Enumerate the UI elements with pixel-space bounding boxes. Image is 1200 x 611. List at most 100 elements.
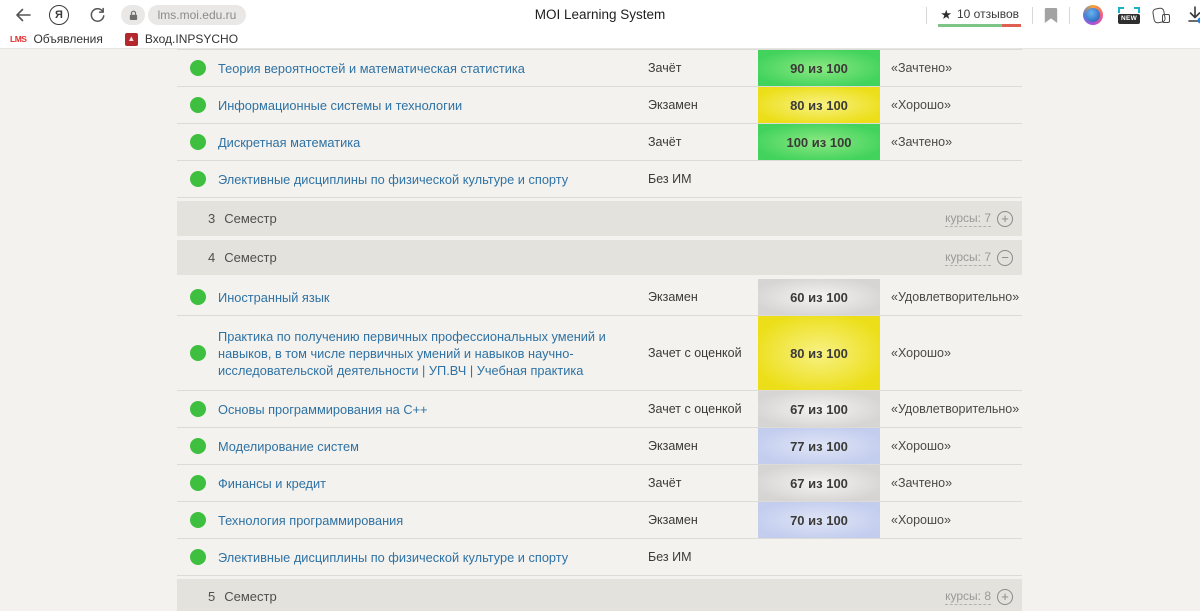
course-link[interactable]: Теория вероятностей и математическая ста… (218, 60, 525, 76)
course-link[interactable]: Дискретная математика (218, 134, 361, 150)
assessment-type: Зачёт (648, 61, 682, 75)
semester-number: 5 (208, 589, 216, 604)
extension-browser-icon[interactable] (1083, 5, 1103, 25)
bookmark-icon[interactable] (1044, 7, 1058, 24)
courses-count-link[interactable]: курсы: 8 (945, 588, 991, 605)
score-box: 100 из 100 (758, 124, 880, 160)
yandex-logo-icon[interactable]: Я (49, 5, 69, 25)
semester-toggle-icon[interactable]: + (997, 588, 1013, 605)
collections-icon[interactable] (1151, 6, 1170, 24)
status-dot-cell (177, 289, 218, 305)
grade-text: «Хорошо» (891, 439, 951, 453)
bookmarks-bar: LMS Объявления ▲ Вход.INPSYCHO (0, 30, 1200, 49)
score-box: 70 из 100 (758, 502, 880, 538)
downloads-icon[interactable] (1186, 5, 1200, 25)
score-box: 77 из 100 (758, 428, 880, 464)
grade-text: «Зачтено» (891, 476, 953, 490)
assessment-type: Экзамен (648, 290, 698, 304)
table-row: Практика по получению первичных професси… (177, 316, 1022, 391)
table-row: Иностранный язык Экзамен 60 из 100 «Удов… (177, 279, 1022, 316)
course-link[interactable]: Моделирование систем (218, 438, 359, 454)
semester-label: Семестр (224, 589, 277, 604)
semester-label: Семестр (224, 250, 277, 265)
grade-text: «Зачтено» (891, 61, 953, 75)
new-badge: NEW (1118, 13, 1140, 24)
screenshot-new-icon[interactable]: NEW (1118, 6, 1140, 24)
course-status-dot (190, 438, 206, 454)
status-dot-cell (177, 345, 218, 361)
score-box: 80 из 100 (758, 87, 880, 123)
courses-count-link[interactable]: курсы: 7 (945, 249, 991, 266)
course-link[interactable]: Иностранный язык (218, 289, 330, 305)
table-row: Элективные дисциплины по физической куль… (177, 539, 1022, 576)
status-dot-cell (177, 512, 218, 528)
course-status-dot (190, 171, 206, 187)
grade-text: «Удовлетворительно» (891, 290, 1020, 304)
semester-header-row: 3 Семестр курсы: 7 + (177, 201, 1022, 236)
page-content: Теория вероятностей и математическая ста… (0, 49, 1200, 611)
semester-toggle-icon[interactable]: + (997, 210, 1013, 227)
ssl-lock-icon[interactable] (121, 5, 145, 25)
score-box: 80 из 100 (758, 316, 880, 390)
table-row: Финансы и кредит Зачёт 67 из 100 «Зачтен… (177, 465, 1022, 502)
table-row: Дискретная математика Зачёт 100 из 100 «… (177, 124, 1022, 161)
grade-text: «Удовлетворительно» (891, 402, 1020, 416)
grades-table: Теория вероятностей и математическая ста… (177, 49, 1022, 611)
course-link[interactable]: Информационные системы и технологии (218, 97, 463, 113)
course-link[interactable]: Технология программирования (218, 512, 404, 528)
score-box (758, 161, 880, 197)
semester-label: Семестр (224, 211, 277, 226)
star-icon: ★ (940, 6, 952, 22)
table-row: Элективные дисциплины по физической куль… (177, 161, 1022, 198)
divider (1032, 6, 1033, 24)
status-dot-cell (177, 97, 218, 113)
status-dot-cell (177, 171, 218, 187)
assessment-type: Экзамен (648, 439, 698, 453)
site-reviews-button[interactable]: ★ 10 отзывов (938, 5, 1021, 29)
course-link[interactable]: Практика по получению первичных професси… (218, 328, 606, 378)
refresh-button[interactable] (86, 4, 108, 26)
assessment-type: Без ИМ (648, 172, 692, 186)
status-dot-cell (177, 134, 218, 150)
semester-number: 4 (208, 250, 216, 265)
status-dot-cell (177, 438, 218, 454)
semester-toggle-icon[interactable]: − (997, 249, 1013, 266)
table-row: Моделирование систем Экзамен 77 из 100 «… (177, 428, 1022, 465)
semester-number: 3 (208, 211, 216, 226)
inpsycho-favicon: ▲ (124, 32, 138, 46)
bookmark-label: Объявления (33, 32, 103, 46)
course-link[interactable]: Элективные дисциплины по физической куль… (218, 549, 569, 565)
reviews-count: 10 отзывов (956, 7, 1019, 21)
back-button[interactable] (12, 4, 34, 26)
courses-count-link[interactable]: курсы: 7 (945, 210, 991, 227)
rating-bar (938, 24, 1021, 27)
table-row: Основы программирования на C++ Зачет с о… (177, 391, 1022, 428)
course-status-dot (190, 512, 206, 528)
assessment-type: Экзамен (648, 513, 698, 527)
course-link[interactable]: Финансы и кредит (218, 475, 327, 491)
address-bar[interactable]: lms.moi.edu.ru (148, 5, 246, 25)
status-dot-cell (177, 401, 218, 417)
table-row: Теория вероятностей и математическая ста… (177, 50, 1022, 87)
table-row: Информационные системы и технологии Экза… (177, 87, 1022, 124)
divider (1069, 6, 1070, 24)
grade-text: «Хорошо» (891, 346, 951, 360)
assessment-type: Экзамен (648, 98, 698, 112)
status-dot-cell (177, 475, 218, 491)
browser-chrome: Я lms.moi.edu.ru MOI Learning System ★ 1… (0, 0, 1200, 30)
lms-favicon: LMS (10, 34, 27, 44)
score-box: 67 из 100 (758, 391, 880, 427)
grade-text: «Хорошо» (891, 513, 951, 527)
course-link[interactable]: Основы программирования на C++ (218, 401, 428, 417)
course-link[interactable]: Элективные дисциплины по физической куль… (218, 171, 569, 187)
toolbar-right: ★ 10 отзывов NEW (915, 0, 1200, 30)
bookmark-item-inpsycho[interactable]: ▲ Вход.INPSYCHO (124, 32, 238, 46)
divider (926, 6, 928, 24)
status-dot-cell (177, 60, 218, 76)
course-status-dot (190, 475, 206, 491)
course-status-dot (190, 60, 206, 76)
assessment-type: Зачёт (648, 476, 682, 490)
assessment-type: Без ИМ (648, 550, 692, 564)
score-box: 67 из 100 (758, 465, 880, 501)
bookmark-item-announcements[interactable]: LMS Объявления (10, 32, 103, 46)
